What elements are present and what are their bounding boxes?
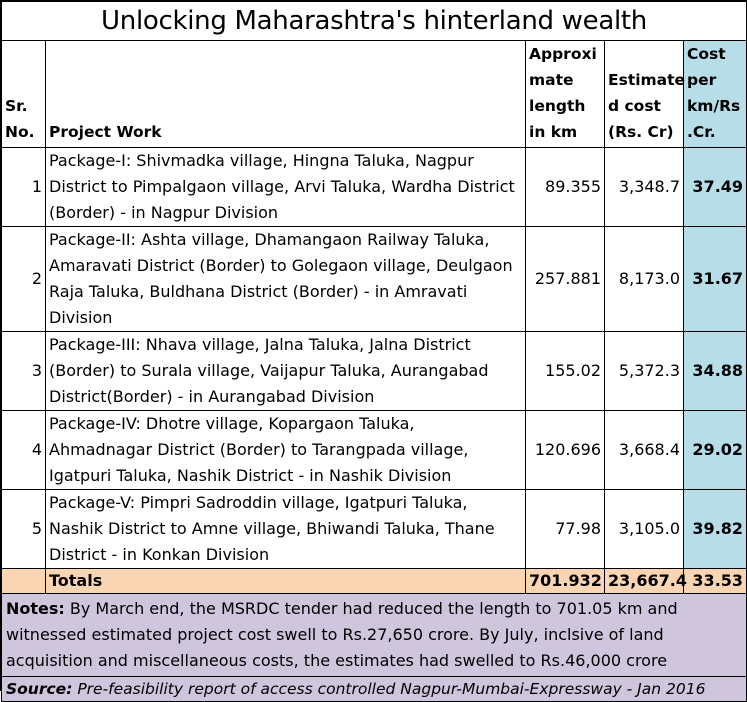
cell-sr-no: 1 bbox=[1, 147, 46, 227]
notes-row: Notes: By March end, the MSRDC tender ha… bbox=[0, 593, 747, 677]
header-cost-per-km: Cost per km/Rs .Cr. bbox=[682, 40, 747, 148]
table-title: Unlocking Maharashtra's hinterland wealt… bbox=[0, 1, 747, 41]
header-project-work: Project Work bbox=[45, 40, 526, 148]
cell-project-work: Package-I: Shivmadka village, Hingna Tal… bbox=[45, 147, 526, 227]
table-row: 4 Package-IV: Dhotre village, Kopargaon … bbox=[1, 410, 747, 490]
table-row: 2 Package-II: Ashta village, Dhamangaon … bbox=[1, 226, 747, 332]
table-row: 3 Package-III: Nhava village, Jalna Talu… bbox=[1, 331, 747, 411]
notes-cell: Notes: By March end, the MSRDC tender ha… bbox=[0, 593, 747, 677]
cell-sr-no: 2 bbox=[1, 226, 46, 332]
cell-cost-per-km: 39.82 bbox=[682, 489, 747, 569]
totals-cost-per-km: 33.53 bbox=[682, 568, 747, 594]
source-text: Pre-feasibility report of access control… bbox=[72, 680, 706, 698]
source-row: Source: Pre-feasibility report of access… bbox=[0, 676, 747, 702]
source-cell: Source: Pre-feasibility report of access… bbox=[0, 676, 747, 702]
cell-project-work: Package-II: Ashta village, Dhamangaon Ra… bbox=[45, 226, 526, 332]
cell-cost-per-km: 34.88 bbox=[682, 331, 747, 411]
cell-project-work: Package-V: Pimpri Sadroddin village, Iga… bbox=[45, 489, 526, 569]
cell-sr-no: 4 bbox=[1, 410, 46, 490]
cell-sr-no: 5 bbox=[1, 489, 46, 569]
header-sr-no: Sr. No. bbox=[1, 40, 46, 148]
cell-sr-no: 3 bbox=[1, 331, 46, 411]
cell-project-work: Package-III: Nhava village, Jalna Taluka… bbox=[45, 331, 526, 411]
cell-length: 77.98 bbox=[525, 489, 605, 569]
cell-length: 257.881 bbox=[525, 226, 605, 332]
totals-length: 701.932 bbox=[525, 568, 605, 594]
cell-cost-per-km: 29.02 bbox=[682, 410, 747, 490]
cell-cost-per-km: 37.49 bbox=[682, 147, 747, 227]
cell-length: 120.696 bbox=[525, 410, 605, 490]
cell-estimated-cost: 3,105.0 bbox=[604, 489, 684, 569]
header-length: Approxi mate length in km bbox=[525, 40, 605, 148]
header-row: Sr. No. Project Work Approxi mate length in … bbox=[1, 40, 747, 148]
cell-estimated-cost: 3,348.7 bbox=[604, 147, 684, 227]
table-row: 5 Package-V: Pimpri Sadroddin village, I… bbox=[1, 489, 747, 569]
cell-estimated-cost: 5,372.3 bbox=[604, 331, 684, 411]
cell-estimated-cost: 3,668.4 bbox=[604, 410, 684, 490]
cell-project-work: Package-IV: Dhotre village, Kopargaon Ta… bbox=[45, 410, 526, 490]
source-label: Source: bbox=[6, 680, 73, 698]
table-row: 1 Package-I: Shivmadka village, Hingna T… bbox=[1, 147, 747, 227]
header-estimated-cost: Estimate d cost (Rs. Cr) bbox=[604, 40, 685, 148]
notes-text: By March end, the MSRDC tender had reduc… bbox=[6, 599, 678, 670]
totals-row: Totals 701.932 23,667.4 33.53 bbox=[1, 568, 747, 594]
cell-estimated-cost: 8,173.0 bbox=[604, 226, 684, 332]
totals-estimated-cost: 23,667.4 bbox=[604, 568, 687, 594]
cell-length: 155.02 bbox=[525, 331, 605, 411]
cell-length: 89.355 bbox=[525, 147, 605, 227]
notes-label: Notes: bbox=[6, 599, 65, 618]
totals-label: Totals bbox=[45, 568, 526, 594]
totals-blank-cell bbox=[1, 568, 46, 594]
cell-cost-per-km: 31.67 bbox=[682, 226, 747, 332]
